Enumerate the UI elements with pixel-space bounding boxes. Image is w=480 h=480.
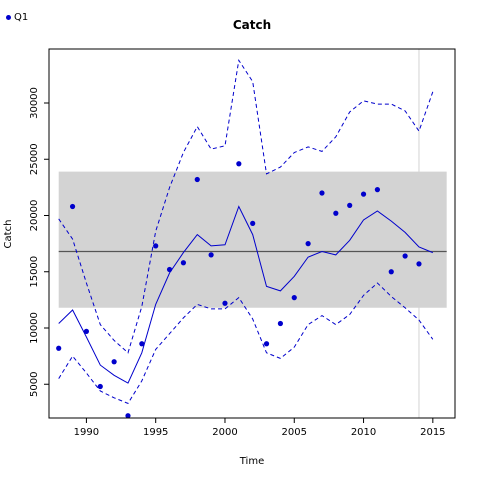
data-point [125,413,131,419]
data-point [277,320,284,327]
plot-frame [48,48,456,419]
data-point [305,241,311,247]
data-point [250,220,256,226]
data-point [319,190,325,196]
lower-bound-line [58,282,434,405]
x-tick-label: 1995 [143,427,168,438]
y-tick-label: 20000 [29,200,40,232]
data-point [111,359,117,365]
data-point [194,176,200,183]
x-tick-label: 2005 [282,427,307,438]
plot-layer [56,49,447,419]
data-point [180,260,187,266]
fitted-line [58,205,433,384]
data-point [153,243,159,249]
data-point [69,203,76,210]
data-point [56,345,62,351]
x-tick-label: 1990 [74,427,99,438]
data-point [374,187,381,193]
axis-layer: 1990 1995 2000 2005 2010 2015 5000 10000 15000 20… [29,87,446,438]
y-tick-label: 5000 [29,372,40,397]
data-point [263,341,270,347]
data-point [291,295,297,301]
legend: Q1 [6,12,28,23]
x-axis-label: Time [239,456,264,467]
x-tick-label: 2015 [420,427,445,438]
reference-band [58,171,447,308]
data-point [347,202,353,208]
legend-label: Q1 [14,12,29,23]
data-point [97,383,103,390]
data-point [388,269,394,275]
chart-title: Catch [233,18,271,32]
data-point [360,191,367,197]
y-tick-label: 10000 [29,312,40,344]
data-point [333,210,339,216]
legend-marker [6,15,11,20]
x-tick-label: 2010 [351,427,376,438]
data-point [139,341,145,347]
x-tick-label: 2000 [212,427,237,438]
y-axis-label: Catch [3,220,14,249]
data-point [208,252,214,258]
data-point [416,261,422,267]
y-tick-label: 30000 [29,87,40,119]
data-point [166,266,173,273]
data-point [83,328,90,334]
data-point [236,161,242,167]
y-tick-label: 25000 [29,143,40,175]
data-point [222,300,228,306]
y-tick-label: 15000 [29,256,40,288]
data-point [402,253,408,259]
